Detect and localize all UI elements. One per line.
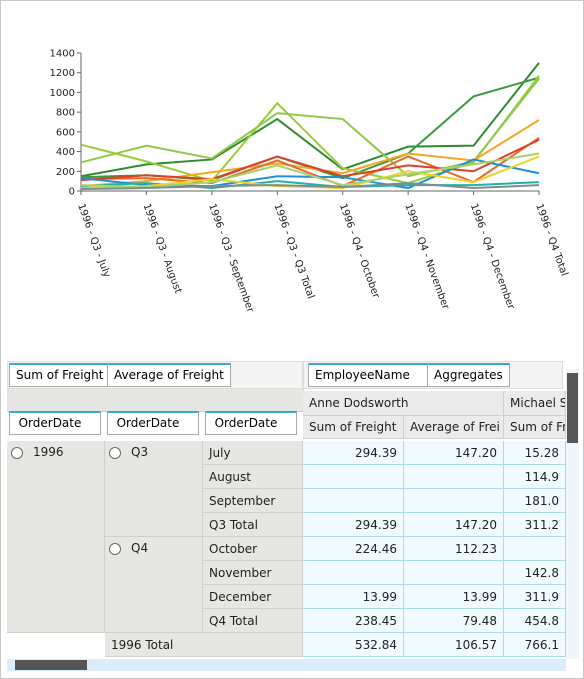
row-label: October (203, 537, 303, 561)
cell: 294.39 (303, 513, 404, 537)
line-series (80, 182, 540, 191)
cell: 114.9 (504, 465, 566, 489)
field-button[interactable]: EmployeeName (308, 363, 437, 387)
cell: 79.48 (404, 609, 504, 633)
cell: 766.1 (504, 633, 566, 657)
cell: 238.45 (303, 609, 404, 633)
pivot-grid: Sum of Freight Average of Freight Employee… (7, 361, 579, 673)
cell: 294.39 (303, 441, 404, 465)
line-series (80, 138, 540, 182)
cell: 147.20 (404, 441, 504, 465)
row-label: 1996 Total (105, 633, 303, 657)
collapse-icon[interactable] (109, 447, 121, 459)
row-label: July (203, 441, 303, 465)
cell: 15.28 (504, 441, 566, 465)
row-label: August (203, 465, 303, 489)
x-tick-label: 1996 - Q3 - July (75, 202, 112, 279)
line-series (80, 62, 540, 178)
row-label: Q4 Total (203, 609, 303, 633)
field-button[interactable]: OrderDate (9, 411, 101, 435)
y-tick-label: 600 (56, 127, 75, 138)
cell (404, 561, 504, 585)
cell: 13.99 (404, 585, 504, 609)
y-tick-label: 0 (69, 187, 75, 198)
cell (303, 489, 404, 513)
cell: 147.20 (404, 513, 504, 537)
cell (504, 537, 566, 561)
cell: 142.8 (504, 561, 566, 585)
y-tick-label: 400 (56, 147, 75, 158)
x-tick-label: 1996 - Q3 - August (141, 202, 184, 295)
collapse-icon[interactable] (11, 447, 23, 459)
cell: 311.9 (504, 585, 566, 609)
field-button[interactable]: Sum of Freight (9, 363, 111, 387)
cell (404, 489, 504, 513)
x-tick-label: 1996 - Q4 - November (402, 202, 451, 312)
field-button[interactable]: OrderDate (205, 411, 297, 435)
row-label: November (203, 561, 303, 585)
row-label: December (203, 585, 303, 609)
cell: 311.2 (504, 513, 566, 537)
quarter-header: Q4 (105, 537, 203, 633)
y-tick-label: 200 (56, 167, 75, 178)
column-header: Anne Dodsworth (303, 391, 504, 416)
measure-header: Average of Frei (404, 416, 504, 439)
horizontal-scrollbar[interactable] (7, 659, 566, 671)
measure-header: Sum of Fre (504, 416, 566, 439)
measure-header: Sum of Freight (303, 416, 404, 439)
x-tick-label: 1996 - Q4 - October (337, 202, 382, 300)
x-tick-label: 1996 - Q3 - September (206, 202, 256, 315)
cell: 112.23 (404, 537, 504, 561)
collapse-icon[interactable] (109, 543, 121, 555)
x-tick-label: 1996 - Q4 - December (468, 202, 517, 311)
field-button[interactable]: OrderDate (107, 411, 199, 435)
line-series (80, 136, 540, 188)
column-header: Michael Su (504, 391, 566, 416)
cell: 224.46 (303, 537, 404, 561)
quarter-header: Q3 (105, 441, 203, 537)
field-button[interactable]: Average of Freight (107, 363, 231, 387)
scroll-thumb[interactable] (15, 660, 87, 670)
y-tick-label: 1000 (50, 88, 75, 99)
cell: 454.8 (504, 609, 566, 633)
cell (303, 561, 404, 585)
line-series (80, 152, 540, 189)
y-tick-label: 1200 (50, 68, 75, 79)
scroll-thumb[interactable] (567, 373, 578, 443)
x-tick-label: 1996 - Q4 Total (533, 202, 569, 277)
x-tick-label: 1996 - Q3 - Q3 Total (271, 202, 316, 300)
year-header: 1996 (7, 441, 105, 633)
y-tick-label: 1400 (50, 49, 75, 60)
cell: 106.57 (404, 633, 504, 657)
cell (303, 465, 404, 489)
cell: 181.0 (504, 489, 566, 513)
row-label: September (203, 489, 303, 513)
cell: 532.84 (303, 633, 404, 657)
cell: 13.99 (303, 585, 404, 609)
row-label: Q3 Total (203, 513, 303, 537)
y-tick-label: 800 (56, 108, 75, 119)
field-button[interactable]: Aggregates (427, 363, 510, 387)
chart: 0 200 400 600 800 1000 1200 1400 1996 - Q3 - Jul… (50, 49, 570, 315)
cell (404, 465, 504, 489)
